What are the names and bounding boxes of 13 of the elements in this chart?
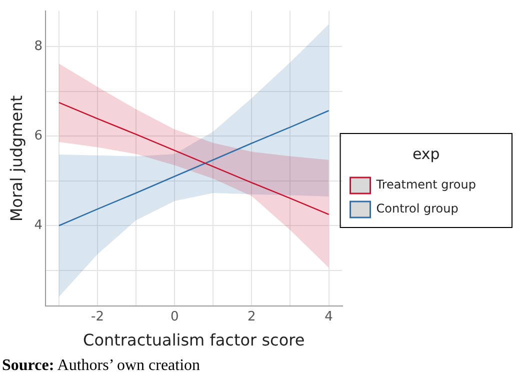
x-tick-label: 0: [170, 309, 179, 324]
legend-title: exp: [412, 144, 440, 163]
y-tick-label: 6: [34, 128, 42, 144]
legend-label: Control group: [376, 202, 458, 216]
y-tick-label: 4: [34, 218, 42, 234]
x-tick-label: 4: [324, 309, 333, 324]
x-axis-title: Contractualism factor score: [83, 330, 305, 350]
legend-label: Treatment group: [375, 178, 476, 192]
y-tick-label: 8: [34, 38, 42, 54]
x-tick-label: 2: [248, 309, 256, 324]
x-tick-label: -2: [91, 309, 104, 324]
source-note: Source: Authors’ own creation: [2, 357, 202, 375]
y-axis-title: Moral judgment: [6, 95, 26, 222]
